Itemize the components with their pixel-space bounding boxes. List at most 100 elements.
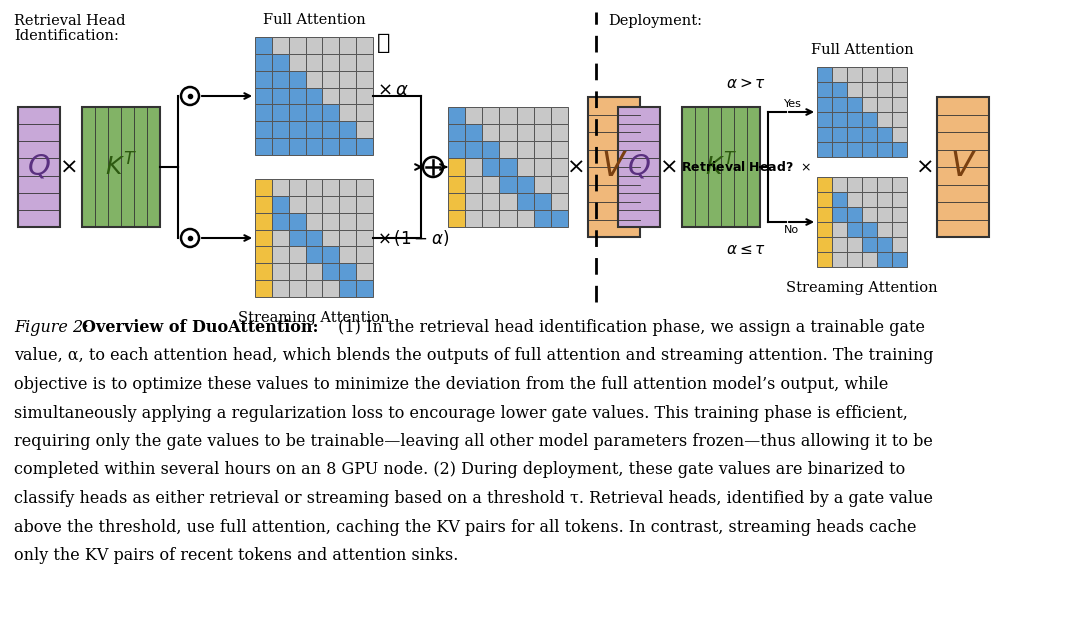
Bar [862,207,877,222]
Bar [516,210,534,227]
Text: $\times$: $\times$ [59,157,77,177]
Bar [816,127,832,142]
Bar [255,138,272,155]
Text: requiring only the gate values to be trainable—leaving all other model parameter: requiring only the gate values to be tra… [14,433,933,450]
Bar [306,229,323,246]
Bar [892,142,907,157]
Bar [465,107,483,124]
Text: $\mathit{V}$: $\mathit{V}$ [600,151,627,183]
Bar [465,124,483,141]
Bar [306,138,323,155]
Text: Streaming Attention: Streaming Attention [786,281,937,295]
Bar [465,210,483,227]
Bar [832,222,847,237]
Bar [499,124,516,141]
Bar [255,229,272,246]
Bar [847,237,862,252]
Bar [288,179,306,196]
Bar [288,71,306,88]
Bar [551,141,568,159]
Bar [356,88,373,105]
Bar [892,207,907,222]
Bar [272,246,288,263]
Bar [272,196,288,213]
Bar [356,105,373,121]
Bar [847,97,862,112]
Bar [339,138,356,155]
Bar [272,54,288,71]
Bar [816,97,832,112]
Bar [356,138,373,155]
Bar [356,37,373,54]
Bar [255,54,272,71]
Bar [339,246,356,263]
Bar [832,252,847,267]
Bar [499,176,516,192]
Bar [288,280,306,297]
Bar [862,177,877,192]
Bar [272,138,288,155]
Bar [323,88,339,105]
Bar [816,222,832,237]
Bar [877,97,892,112]
Bar [356,179,373,196]
Bar [551,107,568,124]
Bar [306,213,323,229]
Bar [356,280,373,297]
Bar [551,176,568,192]
Text: completed within several hours on an 8 GPU node. (2) During deployment, these ga: completed within several hours on an 8 G… [14,461,905,478]
Bar [516,107,534,124]
Bar [877,112,892,127]
Bar [356,213,373,229]
Bar [448,192,465,210]
Bar [516,141,534,159]
Bar [288,54,306,71]
Text: Streaming Attention: Streaming Attention [239,311,390,325]
Bar [816,142,832,157]
Bar [618,107,660,227]
Bar [847,207,862,222]
Bar [288,213,306,229]
Bar [356,246,373,263]
Bar [272,88,288,105]
Bar [832,97,847,112]
Bar [306,71,323,88]
Bar [551,210,568,227]
Bar [323,179,339,196]
Bar [892,82,907,97]
Bar [465,141,483,159]
Text: 🔥: 🔥 [377,33,390,53]
Bar [323,138,339,155]
Bar [534,141,551,159]
Bar [448,159,465,176]
Bar [255,263,272,280]
Bar [499,192,516,210]
Bar [516,159,534,176]
Bar [892,67,907,82]
Bar [323,37,339,54]
Bar [323,280,339,297]
Bar [323,196,339,213]
Bar [877,192,892,207]
Bar [448,141,465,159]
Bar [306,246,323,263]
Bar [681,107,760,227]
Bar [534,159,551,176]
Bar [499,159,516,176]
Bar [255,71,272,88]
Bar [339,105,356,121]
Bar [816,112,832,127]
Bar [892,252,907,267]
Bar [465,176,483,192]
Bar [18,107,60,227]
Bar [306,54,323,71]
Bar [499,141,516,159]
Bar [255,37,272,54]
Bar [356,196,373,213]
Bar [272,37,288,54]
Bar [862,67,877,82]
Bar [255,246,272,263]
Bar [306,105,323,121]
Text: $\mathit{K}^T$: $\mathit{K}^T$ [105,154,137,181]
Text: $\mathit{K}^T$: $\mathit{K}^T$ [705,154,737,181]
